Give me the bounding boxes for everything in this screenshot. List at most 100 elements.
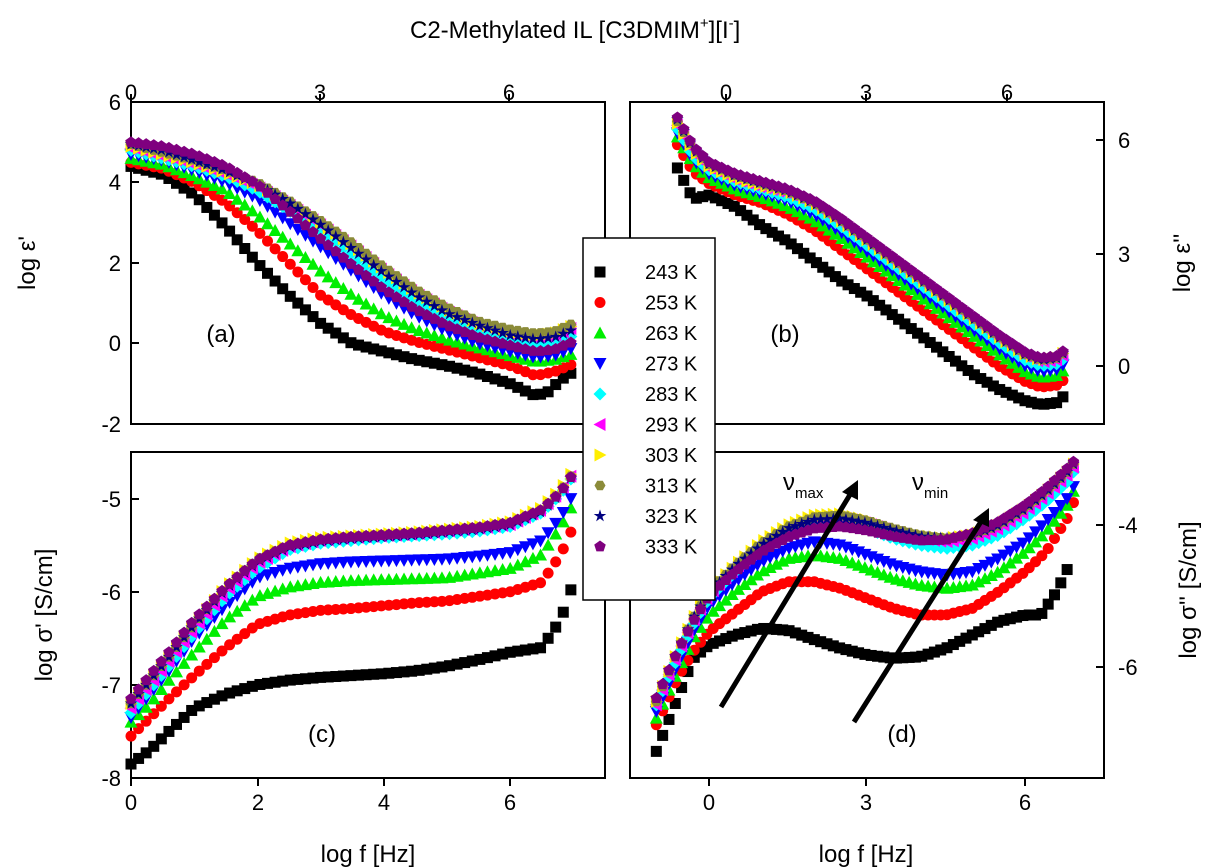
data-point — [322, 239, 334, 251]
plot-frame — [130, 451, 606, 779]
data-point — [738, 552, 752, 565]
data-point — [224, 639, 236, 651]
arrow-head-max — [842, 480, 858, 500]
x-tick-label: 3 — [860, 790, 872, 815]
data-point — [450, 310, 464, 323]
top-axis: 0 3 6 0 3 6 — [125, 80, 1013, 105]
panel-a: 6 4 2 0 -2 log ε' (a) — [14, 90, 606, 437]
data-point — [208, 652, 220, 664]
y-tick-label: -6 — [1118, 655, 1138, 680]
legend-marker — [593, 509, 607, 522]
data-point — [261, 186, 274, 198]
data-point — [935, 644, 947, 656]
data-point — [254, 678, 266, 690]
data-point — [684, 187, 696, 199]
data-point — [140, 674, 152, 686]
legend-item: 243 K — [594, 262, 698, 284]
data-point — [839, 512, 853, 525]
data-point — [905, 323, 917, 335]
y-tick-label: -8 — [101, 766, 121, 791]
data-point — [820, 512, 834, 525]
data-point — [973, 626, 985, 638]
data-point — [707, 637, 719, 649]
legend-item: 293 K — [593, 415, 698, 437]
data-point — [283, 237, 297, 250]
data-point — [413, 354, 425, 366]
data-point — [307, 672, 319, 684]
y-tick-label: 0 — [109, 331, 121, 356]
data-point — [695, 646, 707, 658]
data-point — [735, 205, 747, 217]
data-point — [884, 652, 896, 664]
data-point — [466, 655, 478, 667]
data-point — [163, 693, 175, 705]
data-point — [185, 616, 198, 628]
data-point — [330, 671, 342, 683]
data-point — [406, 665, 418, 677]
data-point — [542, 497, 554, 509]
data-point — [474, 653, 486, 665]
panel-label: (d) — [887, 721, 916, 748]
data-point — [991, 565, 1005, 578]
data-point — [947, 639, 959, 651]
data-point — [716, 195, 728, 207]
data-point — [276, 212, 290, 225]
data-point — [201, 600, 213, 612]
data-point — [719, 593, 733, 606]
data-point — [239, 564, 251, 576]
data-point — [965, 578, 979, 591]
data-point — [375, 281, 388, 293]
data-point — [1054, 500, 1068, 513]
legend-marker — [594, 480, 606, 491]
data-point — [504, 378, 516, 390]
data-point — [436, 661, 448, 673]
x-axis-label: log f [Hz] — [321, 841, 416, 868]
data-point — [125, 758, 137, 770]
data-point — [458, 313, 471, 326]
data-point — [519, 385, 531, 397]
data-point — [827, 640, 839, 652]
data-point — [535, 642, 547, 654]
data-point — [1048, 589, 1060, 601]
data-point — [186, 187, 198, 199]
data-point — [542, 386, 554, 398]
data-point — [1060, 493, 1074, 506]
data-point — [192, 640, 206, 653]
data-point — [741, 209, 753, 221]
data-point — [985, 619, 997, 631]
data-point — [542, 632, 554, 644]
data-point — [291, 202, 305, 215]
data-point — [527, 344, 539, 356]
data-point — [943, 350, 955, 362]
data-point — [829, 271, 841, 283]
data-point — [821, 638, 833, 650]
data-point — [802, 631, 814, 643]
y-tick-label: -5 — [101, 487, 121, 512]
data-point — [292, 212, 304, 224]
data-point — [192, 155, 206, 168]
data-point — [147, 692, 161, 705]
data-point — [527, 643, 539, 655]
data-point — [276, 564, 290, 577]
data-point — [443, 523, 456, 535]
data-point — [909, 651, 921, 663]
data-point — [897, 652, 909, 664]
data-point — [1055, 577, 1067, 589]
data-point — [663, 664, 675, 676]
data-point — [353, 339, 365, 351]
data-point — [991, 553, 1005, 566]
data-point — [261, 217, 275, 230]
data-point — [696, 149, 709, 161]
data-point — [125, 730, 137, 742]
data-point — [1054, 506, 1068, 519]
data-point — [714, 635, 726, 647]
data-point — [791, 243, 803, 255]
data-point — [1006, 389, 1018, 401]
data-point — [170, 636, 183, 648]
data-point — [770, 623, 782, 635]
data-point — [345, 337, 357, 349]
data-point — [823, 266, 835, 278]
data-point — [518, 541, 532, 554]
y-tick-label: 2 — [109, 251, 121, 276]
data-point — [383, 347, 395, 359]
